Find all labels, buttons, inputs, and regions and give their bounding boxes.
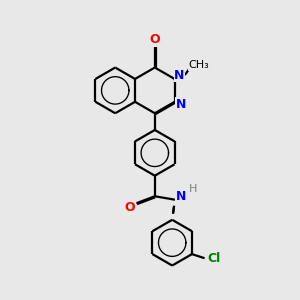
Text: N: N (174, 69, 184, 82)
Text: O: O (124, 201, 135, 214)
Text: H: H (189, 184, 197, 194)
Text: N: N (176, 98, 186, 111)
Text: O: O (149, 33, 160, 46)
Text: Cl: Cl (207, 252, 220, 265)
Text: CH₃: CH₃ (188, 60, 209, 70)
Text: N: N (176, 190, 186, 202)
